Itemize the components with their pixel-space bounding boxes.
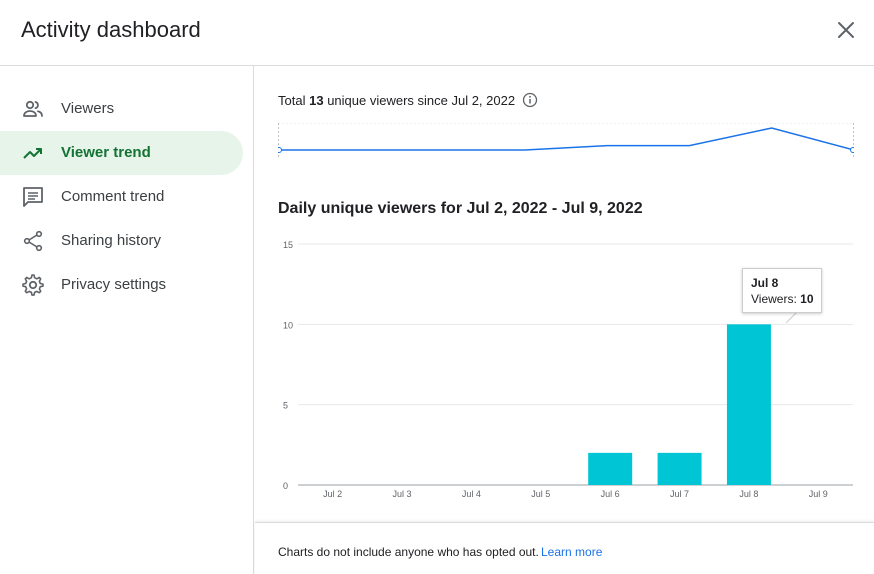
viewer-summary: Total 13 unique viewers since Jul 2, 202… xyxy=(278,93,515,108)
x-tick-label: Jul 5 xyxy=(531,489,550,499)
sidebar-nav: Viewers Viewer trend Comment trend Shari… xyxy=(0,66,254,574)
dialog-title: Activity dashboard xyxy=(21,17,201,42)
chart-title: Daily unique viewers for Jul 2, 2022 - J… xyxy=(278,200,643,217)
info-icon xyxy=(522,92,538,108)
gear-icon xyxy=(22,274,44,296)
x-tick-label: Jul 3 xyxy=(393,489,412,499)
x-tick-label: Jul 8 xyxy=(739,489,758,499)
sparkline-point xyxy=(850,147,854,153)
sidebar-item-label: Privacy settings xyxy=(61,276,167,293)
sidebar-item-privacy-settings[interactable]: Privacy settings xyxy=(0,263,243,307)
y-tick-label: 5 xyxy=(283,401,288,411)
tooltip-date: Jul 8 xyxy=(751,276,779,290)
sidebar-item-comment-trend[interactable]: Comment trend xyxy=(0,175,243,219)
learn-more-link[interactable]: Learn more xyxy=(541,545,603,559)
bar[interactable] xyxy=(726,324,771,485)
share-icon xyxy=(23,230,43,252)
close-icon xyxy=(838,22,854,38)
sparkline-point xyxy=(278,147,282,153)
sparkline-chart xyxy=(278,123,854,157)
footer-note: Charts do not include anyone who has opt… xyxy=(278,545,539,559)
comment-icon xyxy=(23,187,43,207)
sidebar-item-viewer-trend[interactable]: Viewer trend xyxy=(0,131,243,175)
sidebar-item-label: Sharing history xyxy=(61,232,162,249)
bar-tooltip: Jul 8 Viewers: 10 xyxy=(742,268,822,313)
trending-up-icon xyxy=(23,148,42,159)
dialog-header: Activity dashboard xyxy=(0,0,874,66)
bar[interactable] xyxy=(588,452,633,485)
sidebar-item-sharing-history[interactable]: Sharing history xyxy=(0,219,243,263)
sidebar-item-label: Viewer trend xyxy=(61,144,151,161)
daily-viewers-bar-chart: 0 5 10 15 Jul 2 Jul 3 Jul 4 Jul 5 Jul 6 Jul 7 Jul … xyxy=(283,240,853,499)
main-panel: Total 13 unique viewers since Jul 2, 202… xyxy=(255,67,874,574)
y-tick-label: 0 xyxy=(283,481,288,491)
bar[interactable] xyxy=(657,452,702,485)
tooltip-label: Viewers: xyxy=(751,292,797,306)
sidebar-item-label: Viewers xyxy=(61,100,115,117)
x-tick-label: Jul 4 xyxy=(462,489,481,499)
x-tick-label: Jul 9 xyxy=(809,489,828,499)
close-button[interactable] xyxy=(832,16,860,44)
summary-prefix: Total xyxy=(278,93,306,108)
tooltip-viewers: Viewers: 10 xyxy=(751,292,814,306)
y-tick-label: 15 xyxy=(283,240,293,250)
viewer-count: 13 xyxy=(309,93,324,108)
y-tick-label: 10 xyxy=(283,320,293,330)
info-button[interactable] xyxy=(522,92,538,108)
x-tick-label: Jul 2 xyxy=(323,489,342,499)
sidebar-item-label: Comment trend xyxy=(61,188,165,205)
footer: Charts do not include anyone who has opt… xyxy=(255,522,874,574)
tooltip-value: 10 xyxy=(800,292,814,306)
sparkline-line xyxy=(278,127,854,151)
x-tick-label: Jul 6 xyxy=(601,489,620,499)
people-icon xyxy=(23,100,43,117)
sidebar-item-viewers[interactable]: Viewers xyxy=(0,87,243,131)
x-tick-label: Jul 7 xyxy=(670,489,689,499)
summary-suffix: unique viewers since Jul 2, 2022 xyxy=(327,93,516,108)
